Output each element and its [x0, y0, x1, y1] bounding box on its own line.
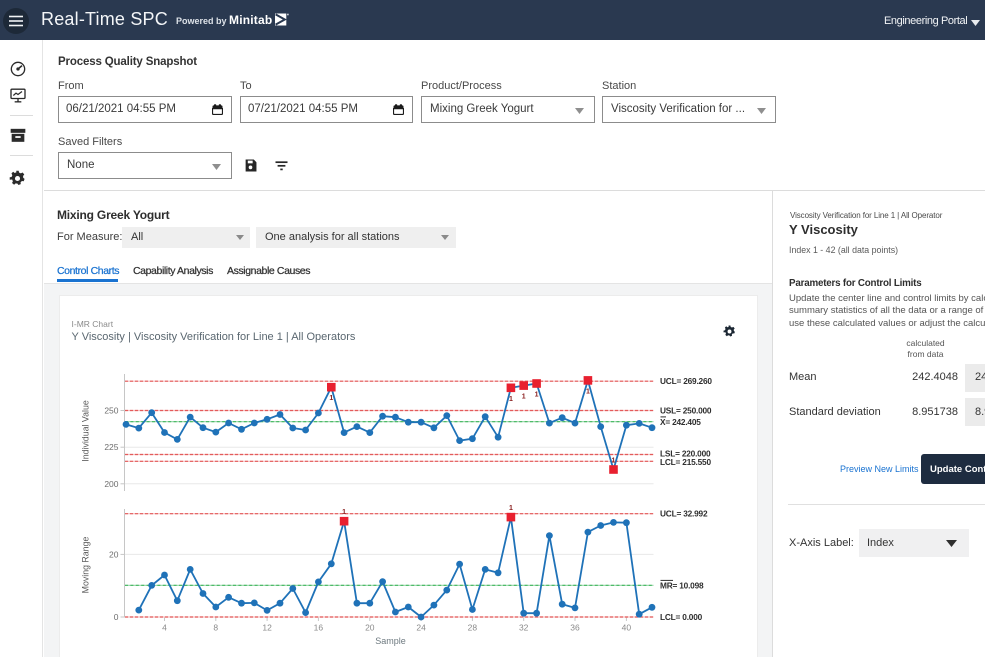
svg-text:200: 200 [104, 479, 118, 489]
svg-text:1: 1 [611, 458, 615, 465]
svg-text:36: 36 [570, 623, 580, 633]
svg-text:8: 8 [213, 623, 218, 633]
svg-text:MR= 10.098: MR= 10.098 [660, 580, 704, 590]
svg-text:24: 24 [416, 623, 426, 633]
svg-text:1: 1 [329, 395, 333, 402]
svg-text:250: 250 [104, 406, 118, 416]
svg-text:1: 1 [342, 509, 346, 516]
svg-text:LSL= 220.000: LSL= 220.000 [660, 448, 711, 458]
svg-text:225: 225 [104, 442, 118, 452]
svg-text:20: 20 [109, 549, 119, 559]
svg-text:40: 40 [621, 623, 631, 633]
svg-text:LCL= 215.550: LCL= 215.550 [660, 457, 711, 467]
svg-text:1: 1 [508, 396, 512, 403]
svg-text:20: 20 [365, 623, 375, 633]
svg-text:1: 1 [585, 388, 589, 395]
svg-text:Sample: Sample [375, 636, 406, 646]
svg-text:X= 242.405: X= 242.405 [660, 417, 701, 427]
svg-text:USL= 250.000: USL= 250.000 [660, 406, 712, 416]
svg-text:1: 1 [508, 505, 512, 512]
svg-text:0: 0 [113, 612, 118, 622]
svg-text:Individual Value: Individual Value [80, 400, 90, 462]
svg-text:4: 4 [162, 623, 167, 633]
svg-text:1: 1 [521, 394, 525, 401]
svg-text:Moving Range: Moving Range [80, 537, 90, 594]
svg-text:28: 28 [467, 623, 477, 633]
svg-text:16: 16 [313, 623, 323, 633]
svg-text:UCL= 32.992: UCL= 32.992 [660, 509, 708, 519]
svg-text:32: 32 [518, 623, 528, 633]
svg-text:UCL= 269.260: UCL= 269.260 [660, 376, 712, 386]
svg-text:1: 1 [534, 392, 538, 399]
svg-text:12: 12 [262, 623, 272, 633]
svg-text:LCL= 0.000: LCL= 0.000 [660, 612, 703, 622]
